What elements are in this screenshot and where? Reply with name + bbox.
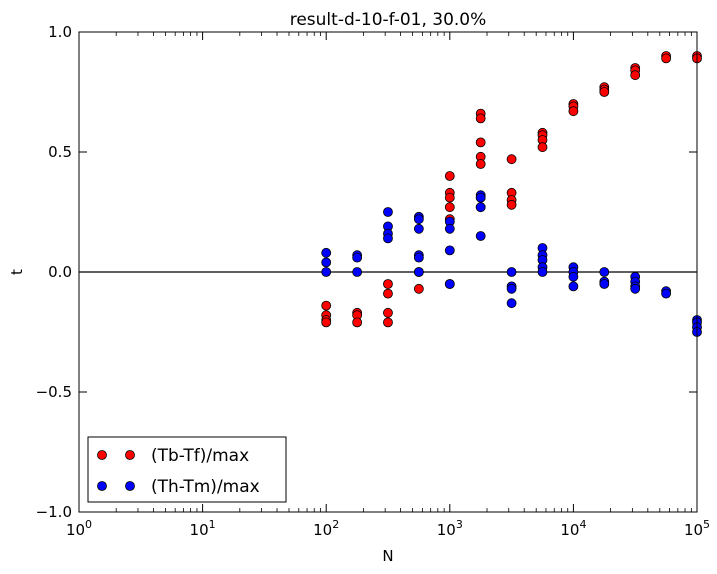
data-point-series-2 [506, 283, 517, 294]
data-point-series-2 [321, 267, 332, 277]
plot-frame [78, 31, 698, 513]
x-tick-label: 101 [190, 518, 216, 539]
data-point-series-1 [352, 317, 363, 328]
y-tick-label: 0.5 [48, 143, 72, 161]
data-point-series-2 [506, 267, 517, 277]
data-point-series-2 [630, 283, 641, 294]
x-tick-label: 104 [560, 518, 586, 539]
data-point-series-1 [475, 159, 486, 169]
data-point-series-2 [321, 257, 332, 268]
data-point-series-2 [599, 279, 610, 289]
x-tick-label: 100 [66, 518, 92, 539]
data-point-series-1 [444, 192, 455, 203]
legend: (Tb-Tf)/max (Th-Tm)/max [87, 436, 287, 503]
legend-label-series-1: (Tb-Tf)/max [151, 446, 249, 466]
data-point-series-2 [413, 252, 424, 263]
data-point-series-1 [383, 317, 393, 328]
data-point-series-1 [475, 137, 486, 148]
data-point-series-1 [506, 154, 517, 165]
data-point-series-1 [413, 283, 424, 294]
data-point-series-2 [475, 231, 486, 241]
y-tick-label: 1.0 [48, 23, 72, 41]
y-tick-label: −1.0 [36, 503, 72, 521]
data-point-series-1 [506, 199, 517, 210]
x-tick-label: 105 [684, 518, 710, 539]
legend-label-series-2: (Th-Tm)/max [151, 477, 260, 497]
legend-box [87, 436, 287, 503]
x-tick-label: 103 [437, 518, 463, 539]
data-point-series-1 [321, 300, 332, 311]
y-tick-label: −0.5 [36, 383, 72, 401]
chart-title: result-d-10-f-01, 30.0% [290, 10, 487, 30]
data-point-series-2 [506, 298, 517, 309]
data-point-series-2 [413, 267, 424, 277]
data-point-series-1 [321, 317, 332, 328]
x-axis-label: N [382, 547, 393, 565]
data-point-series-1 [537, 142, 548, 153]
data-point-series-2 [352, 267, 363, 277]
data-point-series-1 [475, 113, 486, 124]
data-point-series-1 [599, 87, 610, 97]
data-point-series-2 [444, 279, 455, 289]
x-tick-label: 102 [313, 518, 339, 539]
legend-marker-blue-2 [125, 481, 135, 491]
data-point-series-1 [661, 53, 671, 64]
data-point-series-2 [537, 267, 548, 277]
data-point-series-1 [568, 106, 579, 117]
data-point-series-2 [352, 252, 363, 263]
data-point-series-1 [444, 202, 455, 213]
legend-marker-red-1 [97, 450, 107, 460]
data-point-series-2 [321, 247, 332, 258]
data-point-series-1 [383, 307, 393, 318]
data-point-series-1 [630, 70, 641, 81]
legend-marker-red-2 [125, 450, 135, 460]
data-point-series-2 [475, 192, 486, 203]
data-point-series-2 [475, 202, 486, 213]
data-point-series-2 [568, 281, 579, 292]
data-points [321, 51, 702, 337]
data-point-series-2 [661, 288, 671, 299]
data-point-series-2 [383, 207, 393, 217]
data-point-series-2 [383, 233, 393, 244]
y-tick-label: 0.0 [48, 263, 72, 281]
data-point-series-2 [413, 223, 424, 234]
legend-marker-blue-1 [97, 481, 107, 491]
data-point-series-2 [444, 223, 455, 234]
data-point-series-1 [444, 171, 455, 181]
data-point-series-2 [444, 245, 455, 256]
y-axis-label: t [8, 269, 26, 275]
data-point-series-2 [413, 214, 424, 225]
data-point-series-2 [568, 271, 579, 282]
data-point-series-1 [383, 288, 393, 299]
data-point-series-1 [383, 279, 393, 289]
data-point-series-2 [599, 267, 610, 277]
